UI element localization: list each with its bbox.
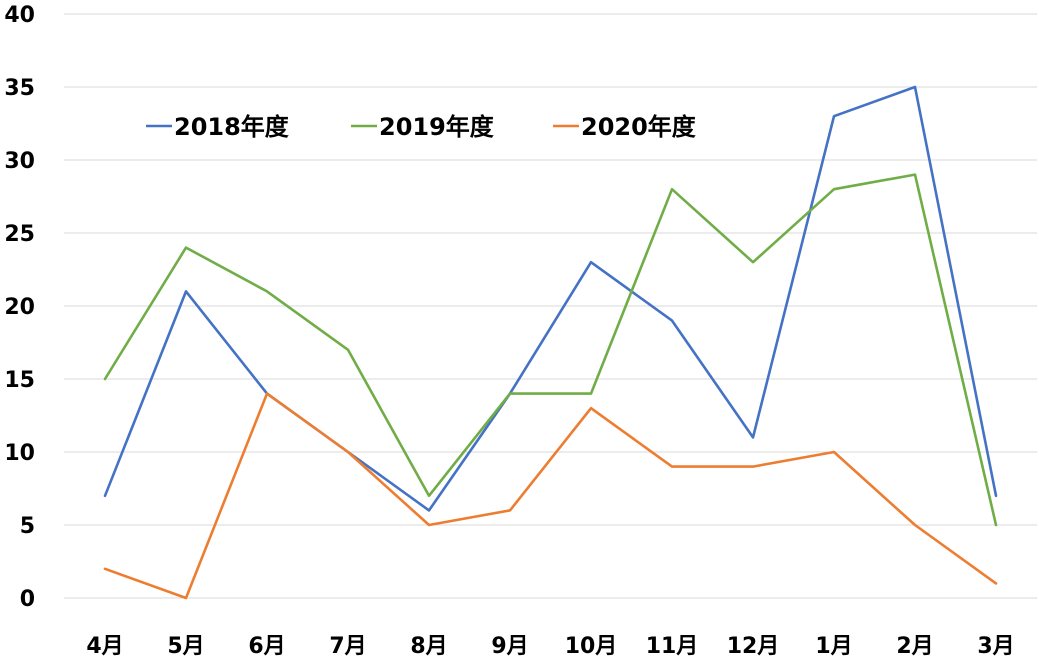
x-tick-label: 6月 <box>248 634 285 659</box>
x-tick-label: 3月 <box>977 634 1014 659</box>
y-axis-tick-labels: 0 5 10 15 20 25 30 35 40 <box>4 3 35 612</box>
x-tick-label: 12月 <box>727 634 780 659</box>
x-axis-tick-labels: 4月 5月 6月 7月 8月 9月 10月 11月 12月 1月 2月 3月 <box>86 634 1014 659</box>
series-line-2020年度 <box>103 392 998 600</box>
y-tick-label: 35 <box>4 76 35 101</box>
y-tick-label: 40 <box>4 3 35 28</box>
y-tick-label: 10 <box>4 441 35 466</box>
x-tick-label: 2月 <box>896 634 933 659</box>
x-tick-label: 1月 <box>815 634 852 659</box>
x-tick-label: 11月 <box>646 634 699 659</box>
series-line-2018年度 <box>103 85 998 512</box>
x-tick-label: 7月 <box>329 634 366 659</box>
y-tick-label: 25 <box>4 222 35 247</box>
series-lines <box>103 85 998 600</box>
x-tick-label: 9月 <box>491 634 528 659</box>
series-line-2019年度 <box>103 173 998 527</box>
y-tick-label: 20 <box>4 295 35 320</box>
y-tick-label: 0 <box>20 587 35 612</box>
gridlines <box>64 13 1037 599</box>
y-tick-label: 30 <box>4 149 35 174</box>
x-tick-label: 4月 <box>86 634 123 659</box>
legend-label: 2019年度 <box>379 113 495 141</box>
legend-label: 2020年度 <box>581 113 697 141</box>
x-tick-label: 10月 <box>565 634 618 659</box>
y-tick-label: 5 <box>20 514 35 539</box>
y-tick-label: 15 <box>4 368 35 393</box>
legend: 2018年度 2019年度 2020年度 <box>146 113 697 141</box>
legend-label: 2018年度 <box>174 113 290 141</box>
x-tick-label: 8月 <box>410 634 447 659</box>
x-tick-label: 5月 <box>167 634 204 659</box>
